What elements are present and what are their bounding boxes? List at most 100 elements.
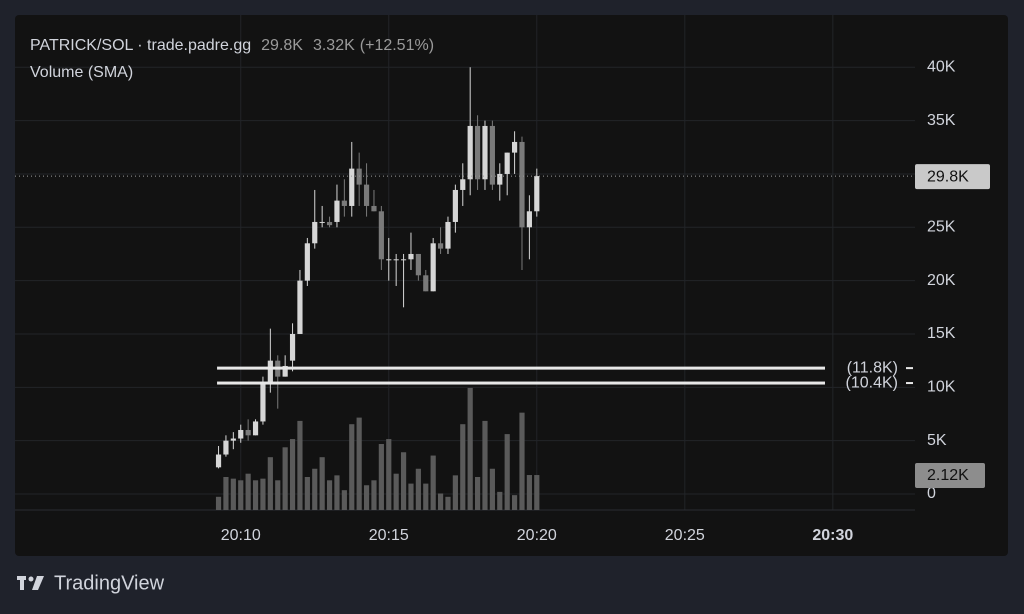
price-line-label: (11.8K) bbox=[847, 359, 898, 376]
candle-body bbox=[452, 189, 458, 222]
marks: 20:10 20:15 20:20 20:25 20:30 0 5K 10K 15K 20K 25K… bbox=[15, 58, 990, 544]
volume-bar bbox=[423, 483, 429, 510]
brand[interactable]: TradingView bbox=[54, 572, 165, 594]
candle-body bbox=[519, 141, 525, 228]
candle-body bbox=[378, 211, 384, 260]
last-price-badge bbox=[915, 164, 990, 190]
y-tick-label: 25K bbox=[927, 219, 956, 236]
y-tick-label: 0 bbox=[927, 485, 936, 502]
volume-bar bbox=[371, 480, 377, 510]
candle-body bbox=[400, 259, 407, 261]
study-label: Volume (SMA) bbox=[30, 64, 133, 81]
x-tick-label: 20:25 bbox=[665, 527, 705, 544]
volume-bar bbox=[275, 480, 281, 510]
volume-bar bbox=[334, 475, 340, 510]
symbol: PATRICK/SOL · trade.padre.gg bbox=[30, 37, 251, 54]
candle-body bbox=[230, 438, 236, 441]
volume-bar bbox=[289, 439, 296, 510]
volume-bar bbox=[356, 417, 362, 510]
candle-body bbox=[460, 179, 466, 190]
volume-bar bbox=[519, 412, 525, 510]
candle-body bbox=[319, 221, 325, 223]
volume-bar bbox=[304, 477, 310, 510]
volume-bar bbox=[430, 455, 436, 510]
volume-bar bbox=[504, 434, 510, 510]
volume-bar bbox=[245, 473, 251, 510]
volume-bar bbox=[393, 473, 399, 510]
candle-body bbox=[504, 152, 510, 174]
candle-body bbox=[297, 280, 303, 334]
candle-body bbox=[371, 205, 377, 212]
y-tick-label: 10K bbox=[927, 379, 956, 396]
volume-bar bbox=[445, 496, 451, 510]
candle-body bbox=[356, 168, 362, 185]
legend-line: PATRICK/SOL · trade.padre.gg 29.8K 3.32K (+… bbox=[30, 37, 434, 54]
x-tick-label: 20:10 bbox=[221, 527, 261, 544]
volume-bar bbox=[467, 387, 473, 510]
last-price-label: 29.8K bbox=[927, 168, 969, 185]
change-pct: (+12.51%) bbox=[360, 37, 434, 54]
y-tick-label: 20K bbox=[927, 272, 956, 289]
volume-bar bbox=[452, 475, 458, 510]
x-tick-label: 20:20 bbox=[517, 527, 557, 544]
candle-body bbox=[252, 421, 259, 436]
volume-bar bbox=[378, 444, 384, 510]
volume-bar bbox=[386, 439, 392, 510]
brand-logo bbox=[17, 576, 44, 590]
volume-bar bbox=[312, 468, 318, 510]
volume-bar bbox=[341, 490, 347, 510]
volume-bar bbox=[460, 424, 466, 510]
candle-body bbox=[312, 221, 318, 244]
price: 29.8K bbox=[261, 37, 303, 54]
candle-body bbox=[415, 253, 421, 276]
candle-body bbox=[489, 125, 495, 185]
volume-bar bbox=[238, 480, 244, 510]
volume-bar bbox=[215, 496, 222, 510]
candle-body bbox=[245, 429, 251, 436]
candle-body bbox=[282, 365, 288, 377]
candle-body bbox=[474, 125, 481, 180]
volume-badge bbox=[915, 463, 985, 489]
candle-body bbox=[526, 211, 532, 228]
candle-body bbox=[289, 333, 296, 361]
volume-bar bbox=[223, 477, 229, 510]
candle-body bbox=[260, 381, 266, 422]
volume-bar bbox=[526, 475, 532, 510]
y-tick-label: 5K bbox=[927, 432, 947, 449]
candle-body bbox=[341, 200, 347, 206]
volume-bar bbox=[282, 447, 288, 510]
volume-bar bbox=[363, 485, 370, 510]
candle-body bbox=[223, 440, 229, 455]
volume-bar bbox=[408, 483, 414, 510]
volume-bar bbox=[474, 477, 481, 510]
candle-body bbox=[437, 243, 444, 249]
volume-bar bbox=[260, 478, 266, 510]
candle-body bbox=[467, 125, 473, 180]
volume-bar bbox=[415, 468, 421, 510]
volume-bar bbox=[297, 420, 303, 510]
volume-bar bbox=[482, 420, 488, 510]
change: 3.32K bbox=[313, 37, 355, 54]
candle-body bbox=[334, 200, 340, 222]
candle-body bbox=[393, 259, 399, 261]
volume-bar bbox=[511, 495, 518, 510]
volume-bar bbox=[267, 457, 273, 510]
volume-bar bbox=[349, 424, 355, 510]
x-tick-label: 20:30 bbox=[812, 527, 853, 544]
price-line-label: (10.4K) bbox=[846, 374, 898, 391]
candle-body bbox=[482, 125, 488, 180]
volume-bar bbox=[534, 475, 540, 510]
volume-bar bbox=[497, 491, 503, 510]
candle-body bbox=[215, 454, 222, 468]
candle-body bbox=[267, 360, 273, 382]
y-tick-label: 15K bbox=[927, 325, 956, 342]
chart-panel bbox=[15, 15, 1008, 556]
volume-bar bbox=[319, 457, 325, 510]
volume-bar bbox=[489, 468, 495, 510]
volume-bar bbox=[437, 493, 444, 510]
candle-body bbox=[238, 429, 244, 439]
candle-body bbox=[430, 243, 436, 292]
candle-body bbox=[349, 168, 355, 206]
y-tick-label: 35K bbox=[927, 112, 956, 129]
